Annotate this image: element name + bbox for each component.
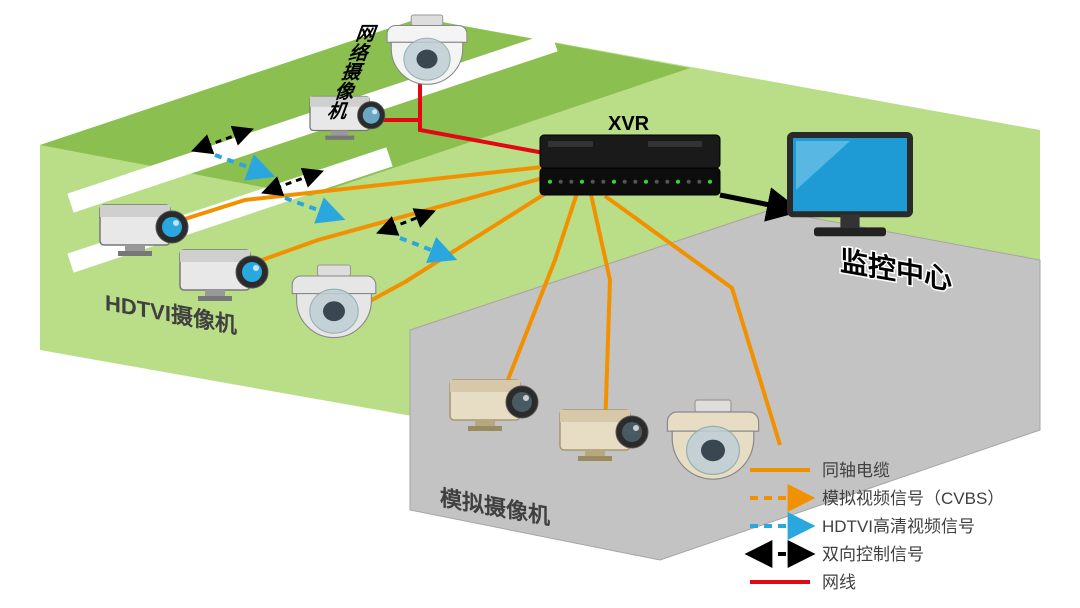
xvr-label: XVR	[608, 113, 650, 135]
legend-label: 网线	[822, 573, 856, 592]
legend-label: 双向控制信号	[822, 545, 924, 564]
legend-label: 同轴电缆	[822, 461, 890, 480]
legend-label: 模拟视频信号（CVBS）	[822, 489, 1004, 508]
xvr-device-icon	[540, 135, 720, 195]
legend-label: HDTVI高清视频信号	[822, 517, 975, 536]
